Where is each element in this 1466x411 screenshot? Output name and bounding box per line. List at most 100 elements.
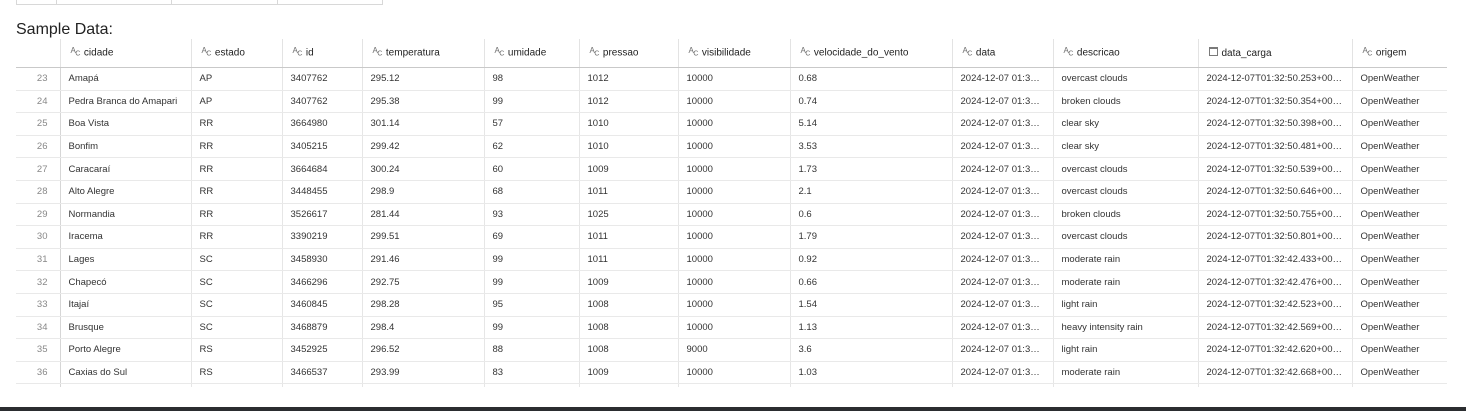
cell-data[interactable]: 2024-12-07 01:32:42 xyxy=(952,361,1054,385)
cell-cidade[interactable]: Iracema xyxy=(60,225,192,249)
table-row[interactable]: 29 Normandia RR 3526617 281.44 93 1025 10000 0.6… xyxy=(16,203,1447,227)
cell-umidade[interactable]: 69 xyxy=(484,225,580,249)
cell-cidade[interactable]: Porto Alegre xyxy=(60,338,192,362)
cell-visibilidade[interactable]: 9000 xyxy=(678,338,791,362)
cell-velocidade-do-vento[interactable]: 3.6 xyxy=(790,338,953,362)
cell-origem[interactable]: OpenWeather xyxy=(1352,316,1447,340)
cell-estado[interactable]: RR xyxy=(191,135,283,159)
cell-estado[interactable]: SC xyxy=(191,316,283,340)
cell-data[interactable]: 2024-12-07 01:32:50 xyxy=(952,157,1054,181)
cell-cidade[interactable]: Caracaraí xyxy=(60,157,192,181)
cell-umidade[interactable]: 88 xyxy=(484,338,580,362)
table-row[interactable]: 37PelotasRS3454244290.14961008100000.592… xyxy=(16,383,1447,387)
cell-temperatura[interactable]: 281.44 xyxy=(362,203,485,227)
cell-umidade[interactable]: 83 xyxy=(484,361,580,385)
cell-umidade[interactable]: 98 xyxy=(484,67,580,91)
cell-velocidade-do-vento[interactable]: 1.13 xyxy=(790,316,953,340)
cell-descricao[interactable]: light rain xyxy=(1053,293,1199,317)
table-row[interactable]: 31 Lages SC 3458930 291.46 99 1011 10000 0.92 202… xyxy=(16,248,1447,272)
column-header-10[interactable]: data_carga xyxy=(1198,39,1353,68)
cell-data[interactable]: 2024-12-07 01:32:50 xyxy=(952,67,1054,91)
cell-data[interactable]: 2024-12-07 01:32:50 xyxy=(952,90,1054,114)
cell-data-carga[interactable]: 2024-12-07T01:32:50.755+00:00 xyxy=(1198,203,1353,227)
cell-origem[interactable]: OpenWeather xyxy=(1352,293,1447,317)
cell-temperatura[interactable]: 293.99 xyxy=(362,361,485,385)
cell-data-carga[interactable]: 2024-12-07T01:32:50.481+00:00 xyxy=(1198,135,1353,159)
cell-umidade[interactable]: 96 xyxy=(484,383,580,387)
cell-data[interactable]: 2024-12-07 01:31:53 xyxy=(952,338,1054,362)
cell-estado[interactable]: RR xyxy=(191,203,283,227)
cell-pressao[interactable]: 1011 xyxy=(579,248,679,272)
column-header-6[interactable]: AC visibilidade xyxy=(678,39,791,68)
cell-visibilidade[interactable]: 10000 xyxy=(678,180,791,204)
cell-data-carga[interactable]: 2024-12-07T01:32:42.523+00:00 xyxy=(1198,293,1353,317)
cell-visibilidade[interactable]: 10000 xyxy=(678,157,791,181)
table-row[interactable]: 24 Pedra Branca do Amapari AP 3407762 295.38… xyxy=(16,90,1447,114)
cell-estado[interactable]: RS xyxy=(191,383,283,387)
cell-pressao[interactable]: 1008 xyxy=(579,293,679,317)
cell-visibilidade[interactable]: 10000 xyxy=(678,90,791,114)
cell-data-carga[interactable]: 2024-12-07T01:32:42.620+00:00 xyxy=(1198,338,1353,362)
cell-origem[interactable]: OpenWeather xyxy=(1352,67,1447,91)
cell-id[interactable]: 3466296 xyxy=(282,270,363,294)
table-row[interactable]: 25 Boa Vista RR 3664980 301.14 57 1010 10000 5.1… xyxy=(16,112,1447,136)
cell-data-carga[interactable]: 2024-12-07T01:32:42.433+00:00 xyxy=(1198,248,1353,272)
column-header-1[interactable]: AC estado xyxy=(191,39,283,68)
cell-visibilidade[interactable]: 10000 xyxy=(678,383,791,387)
cell-origem[interactable]: OpenWeather xyxy=(1352,225,1447,249)
cell-estado[interactable]: RR xyxy=(191,112,283,136)
cell-visibilidade[interactable]: 10000 xyxy=(678,248,791,272)
cell-descricao[interactable]: overcast clouds xyxy=(1053,157,1199,181)
cell-visibilidade[interactable]: 10000 xyxy=(678,67,791,91)
cell-temperatura[interactable]: 298.28 xyxy=(362,293,485,317)
cell-temperatura[interactable]: 291.46 xyxy=(362,248,485,272)
cell-id[interactable]: 3526617 xyxy=(282,203,363,227)
cell-estado[interactable]: RS xyxy=(191,361,283,385)
cell-data-carga[interactable]: 2024-12-07T01:32:50.646+00:00 xyxy=(1198,180,1353,204)
cell-velocidade-do-vento[interactable]: 0.74 xyxy=(790,90,953,114)
cell-origem[interactable]: OpenWeather xyxy=(1352,112,1447,136)
cell-origem[interactable]: OpenWeather xyxy=(1352,361,1447,385)
cell-visibilidade[interactable]: 10000 xyxy=(678,270,791,294)
cell-data-carga[interactable]: 2024-12-07T01:32:50.539+00:00 xyxy=(1198,157,1353,181)
cell-velocidade-do-vento[interactable]: 0.66 xyxy=(790,270,953,294)
cell-cidade[interactable]: Caxias do Sul xyxy=(60,361,192,385)
cell-descricao[interactable]: overcast clouds xyxy=(1053,180,1199,204)
column-header-3[interactable]: AC temperatura xyxy=(362,39,485,68)
cell-estado[interactable]: RR xyxy=(191,225,283,249)
cell-velocidade-do-vento[interactable]: 0.92 xyxy=(790,248,953,272)
table-row[interactable]: 34 Brusque SC 3468879 298.4 99 1008 10000 1.13 20… xyxy=(16,316,1447,340)
cell-cidade[interactable]: Boa Vista xyxy=(60,112,192,136)
cell-origem[interactable]: OpenWeather xyxy=(1352,90,1447,114)
cell-data[interactable]: 2024-12-07 01:32:42 xyxy=(952,293,1054,317)
cell-origem[interactable]: OpenWeather xyxy=(1352,383,1447,387)
cell-data[interactable]: 2024-12-07 01:32:42 xyxy=(952,383,1054,387)
cell-cidade[interactable]: Alto Alegre xyxy=(60,180,192,204)
cell-descricao[interactable]: broken clouds xyxy=(1053,203,1199,227)
cell-descricao[interactable]: moderate rain xyxy=(1053,270,1199,294)
cell-data[interactable]: 2024-12-07 01:32:50 xyxy=(952,225,1054,249)
cell-id[interactable]: 3390219 xyxy=(282,225,363,249)
cell-visibilidade[interactable]: 10000 xyxy=(678,135,791,159)
cell-data[interactable]: 2024-12-07 01:32:50 xyxy=(952,180,1054,204)
cell-pressao[interactable]: 1010 xyxy=(579,135,679,159)
column-header-9[interactable]: AC descricao xyxy=(1053,39,1199,68)
cell-data[interactable]: 2024-12-07 01:32:42 xyxy=(952,316,1054,340)
cell-origem[interactable]: OpenWeather xyxy=(1352,203,1447,227)
column-header-0[interactable]: AC cidade xyxy=(60,39,192,68)
cell-estado[interactable]: RS xyxy=(191,338,283,362)
cell-descricao[interactable]: overcast clouds xyxy=(1053,225,1199,249)
cell-velocidade-do-vento[interactable]: 1.03 xyxy=(790,361,953,385)
cell-data-carga[interactable]: 2024-12-07T01:32:50.354+00:00 xyxy=(1198,90,1353,114)
column-header-11[interactable]: AC origem xyxy=(1352,39,1447,68)
cell-cidade[interactable]: Amapá xyxy=(60,67,192,91)
cell-temperatura[interactable]: 301.14 xyxy=(362,112,485,136)
cell-velocidade-do-vento[interactable]: 0.59 xyxy=(790,383,953,387)
cell-descricao[interactable]: clear sky xyxy=(1053,112,1199,136)
cell-id[interactable]: 3407762 xyxy=(282,67,363,91)
cell-estado[interactable]: AP xyxy=(191,67,283,91)
cell-pressao[interactable]: 1009 xyxy=(579,157,679,181)
cell-pressao[interactable]: 1012 xyxy=(579,90,679,114)
cell-velocidade-do-vento[interactable]: 1.54 xyxy=(790,293,953,317)
cell-umidade[interactable]: 99 xyxy=(484,316,580,340)
